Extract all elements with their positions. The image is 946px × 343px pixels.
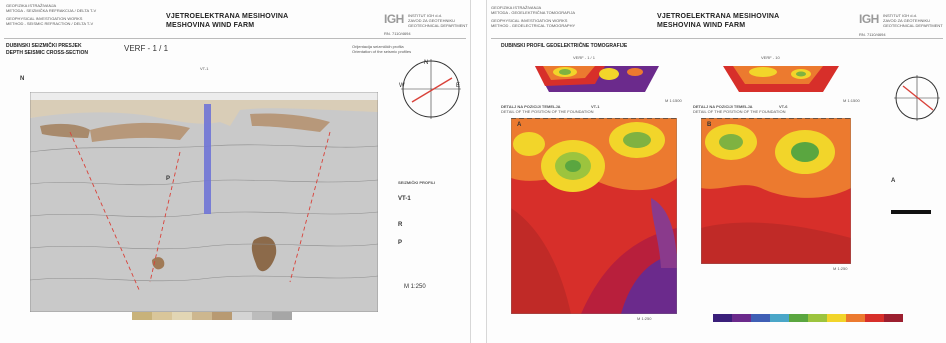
company-line: GEOTECHNICAL DEPARTMENT bbox=[883, 23, 943, 28]
compass-rose: N W E bbox=[399, 59, 461, 119]
orientation-label: Orijentacija seizmičkih profila bbox=[352, 44, 404, 49]
marker-b: B bbox=[707, 122, 712, 128]
project-title: VJETROELEKTRANA MESIHOVINA bbox=[166, 13, 289, 20]
svg-text:E: E bbox=[456, 83, 460, 89]
igh-logo: IGH bbox=[384, 12, 404, 26]
resistivity-detail-2 bbox=[701, 118, 851, 264]
top-profile-1 bbox=[535, 66, 659, 92]
resistivity-colorbar bbox=[713, 314, 903, 322]
section-title-en: DEPTH SEISMIC CROSS-SECTION bbox=[6, 50, 88, 56]
legend-a: A bbox=[891, 178, 896, 184]
top-profile-2 bbox=[723, 66, 839, 92]
detail-marker: VT-6 bbox=[779, 104, 788, 109]
header-line: GEOPHYSICAL INVESTIGATION WORKS bbox=[6, 16, 83, 21]
header-line: GEOPHYSICAL INVESTIGATION WORKS bbox=[491, 18, 568, 23]
section-title: DUBINSKI SEIZMIČKI PRESJEK bbox=[6, 43, 82, 49]
header-line: METODA - SEIZMIČKA REFRAKCIJA / DELTA T-… bbox=[6, 8, 97, 13]
legend-vt: VT-1 bbox=[398, 196, 411, 202]
tomography-sheet: GEOFIZIKA ISTRAŽIVANJA METODA - GEOELEKT… bbox=[486, 0, 946, 343]
project-subtitle: MESHOVINA WIND FARM bbox=[166, 22, 255, 29]
north-label: N bbox=[20, 76, 25, 82]
orientation-label-en: Orientation of the seismic profiles bbox=[352, 49, 412, 54]
seismic-sheet: GEOFIZIKA ISTRAŽIVANJA METODA - SEIZMIČK… bbox=[0, 0, 471, 343]
profile-marker: VT-1 bbox=[200, 66, 209, 71]
marker-a: A bbox=[517, 122, 522, 128]
section-title: DUBINSKI PROFIL GEOELEKTRIČNE TOMOGRAFIJ… bbox=[501, 43, 628, 49]
header-line: GEOFIZIKA ISTRAŽIVANJA bbox=[6, 3, 57, 8]
detail-subtitle: DETAIL OF THE POSITION OF THE FOUNDATION bbox=[693, 109, 786, 114]
compass-rose bbox=[894, 75, 940, 121]
velocity-legend bbox=[132, 312, 292, 320]
top-profile-label: VERF - 1 / 1 bbox=[573, 55, 596, 60]
svg-text:W: W bbox=[399, 83, 405, 89]
project-title: VJETROELEKTRANA MESIHOVINA bbox=[657, 13, 780, 20]
detail-subtitle: DETAIL OF THE POSITION OF THE FOUNDATION bbox=[501, 109, 594, 114]
company-line: ZAVOD ZA GEOTEHNIKU bbox=[883, 18, 931, 23]
profile-label: VERF - 1 / 1 bbox=[124, 44, 169, 53]
header-line: GEOFIZIKA ISTRAŽIVANJA bbox=[491, 5, 542, 10]
scale-small: M 1:1500 bbox=[843, 98, 860, 103]
foundation-legend-bar bbox=[891, 210, 931, 214]
report-number: RN. 7110/4694 bbox=[859, 32, 886, 37]
igh-logo: IGH bbox=[859, 12, 879, 26]
legend-p: P bbox=[398, 240, 403, 246]
report-number: RN. 7110/4694 bbox=[384, 31, 411, 36]
resistivity-detail-1 bbox=[511, 118, 677, 314]
seismic-section bbox=[30, 92, 378, 312]
fault-marker-p: P bbox=[166, 176, 171, 182]
company-line: INSTITUT IGH d.d. bbox=[883, 13, 917, 18]
legend-title: SEIZMIČKI PROFILI bbox=[398, 180, 436, 185]
scale-label: M 1:250 bbox=[404, 284, 426, 290]
detail-title: DETALJ NA POZICIJI TEMELJA bbox=[501, 104, 561, 109]
project-subtitle: MESHOVINA WIND FARM bbox=[657, 22, 746, 29]
scale-small: M 1:1500 bbox=[665, 98, 682, 103]
header-line: METODA - GEOELEKTRIČNA TOMOGRAFIJA bbox=[491, 10, 576, 15]
detail-title: DETALJ NA POZICIJI TEMELJA bbox=[693, 104, 753, 109]
company-line: GEOTECHNICAL DEPARTMENT bbox=[408, 23, 468, 28]
detail-marker: VT-1 bbox=[591, 104, 600, 109]
scale-detail: M 1:250 bbox=[637, 316, 652, 321]
scale-right: M 1:250 bbox=[833, 266, 848, 271]
legend-r: R bbox=[398, 222, 403, 228]
company-line: ZAVOD ZA GEOTEHNIKU bbox=[408, 18, 456, 23]
header-line: METHOD - SEISMIC REFRACTION / DELTA T-V bbox=[6, 21, 94, 26]
top-profile-label: VERF - 10 bbox=[761, 55, 780, 60]
header-line: METHOD - GEOELECTRICAL TOMOGRAPHY bbox=[491, 23, 576, 28]
svg-text:N: N bbox=[424, 60, 428, 66]
company-line: INSTITUT IGH d.d. bbox=[408, 13, 442, 18]
